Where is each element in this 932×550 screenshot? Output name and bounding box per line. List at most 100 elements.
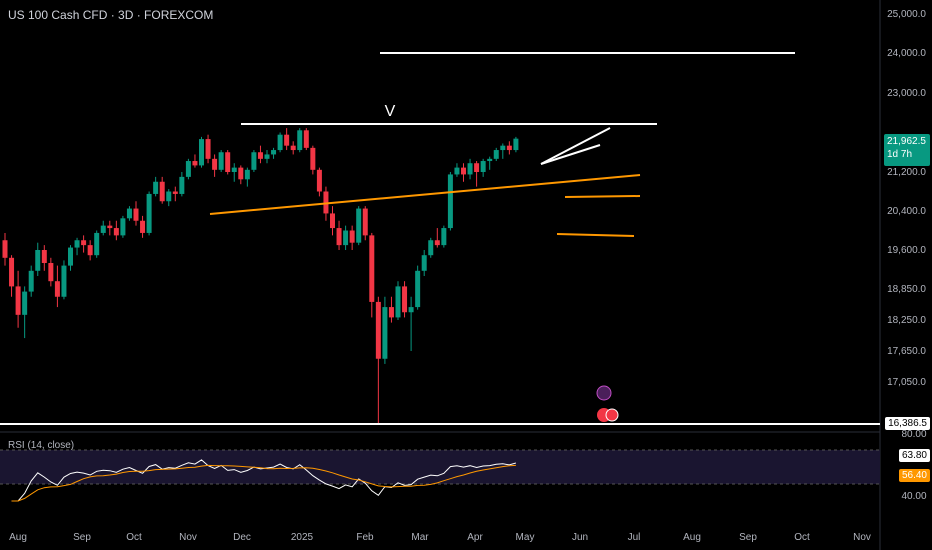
candle-body [408,307,414,313]
time-axis-label: Aug [9,532,27,543]
candle-body [146,193,152,233]
time-axis-label: Apr [467,532,483,543]
candle-body [428,240,434,256]
support-price-tag: 16,386.5 [885,417,930,430]
wedge-upper-line [540,127,611,165]
candle-body [500,145,506,151]
flag-icon [605,408,619,422]
candle-body [87,245,93,256]
candle-body [356,208,362,243]
price-tick-label: 18,250.0 [887,315,926,326]
candle-body [447,174,453,229]
rising-trendline [209,174,641,215]
candle-body [61,265,67,297]
candle-body [506,145,512,151]
candle-body [120,218,126,236]
candle-body [343,230,349,246]
candle-body [415,270,421,308]
time-axis-label: Jul [628,532,641,543]
candle-body [212,158,218,170]
price-tick-label: 23,000.0 [887,88,926,99]
countdown: 1d 7h [887,149,913,160]
candle-body [185,161,191,177]
time-axis-label: Mar [411,532,429,543]
current-price-value: 21,962.5 [887,136,926,147]
rsi-ma-line [11,464,516,502]
candle-body [172,191,178,194]
event-lightning-icon [596,385,612,401]
candle-body [74,240,80,248]
candle-body [179,176,185,194]
candle-body [290,145,296,151]
time-axis-label: Sep [739,532,757,543]
time-axis-label: Sep [73,532,91,543]
candle-body [126,208,132,219]
candle-body [467,163,473,175]
candle-body [205,139,211,159]
price-tick-label: 21,200.0 [887,167,926,178]
candle-body [192,161,198,166]
price-tick-label: 17,650.0 [887,346,926,357]
candle-body [375,301,381,359]
candle-body [480,161,486,172]
rsi-value-tag: 63.80 [898,449,930,462]
candle-body [22,291,28,315]
candle-body [297,130,303,151]
price-tick-label: 19,600.0 [887,245,926,256]
orange-level-2 [556,233,635,237]
candle-body [395,286,401,318]
rsi-40-label: 40.00 [901,491,926,502]
candle-body [251,152,257,170]
candle-body [113,228,119,236]
candle-body [94,232,100,256]
candle-body [28,270,34,292]
candle-body [231,167,237,172]
orange-level-1 [564,195,641,198]
time-axis-label: Oct [126,532,142,543]
candle-body [41,250,47,263]
time-axis-label: Nov [853,532,871,543]
candle-body [257,152,263,159]
chart-title: US 100 Cash CFD · 3D · FOREXCOM [8,8,214,22]
time-axis-label: Aug [683,532,701,543]
rsi-ma-tag: 56.40 [898,469,930,482]
candle-body [454,167,460,175]
candle-body [9,257,15,287]
price-tick-label: 24,000.0 [887,48,926,59]
candle-body [310,147,316,170]
price-tick-label: 18,850.0 [887,284,926,295]
candle-body [421,255,427,271]
candle-body [159,181,165,202]
time-axis-label: Dec [233,532,251,543]
candle-body [284,134,290,146]
price-tick-label: 25,000.0 [887,9,926,20]
time-axis-label: Feb [356,532,374,543]
rsi-band [0,450,880,484]
candle-body [68,247,73,266]
candle-body [362,208,368,236]
price-tick-label: 17,050.0 [887,377,926,388]
candle-body [434,240,440,246]
candle-body [349,230,355,243]
candle-body [166,191,172,202]
candle-body [48,263,54,282]
candle-body [441,228,447,246]
time-axis-label: 2025 [291,532,314,543]
candle-body [369,235,375,302]
candle-body [133,208,139,221]
candle-body [382,307,388,359]
candle-body [487,158,493,162]
candle-body [323,191,329,214]
candle-body [493,150,499,159]
candle-body [513,138,519,151]
time-axis-label: Nov [179,532,197,543]
candle-body [2,240,8,258]
candle-body [140,220,146,233]
candle-body [303,130,309,148]
price-tick-label: 20,400.0 [887,206,926,217]
time-axis-label: Oct [794,532,810,543]
candle-body [271,150,277,155]
candle-body [107,225,113,229]
